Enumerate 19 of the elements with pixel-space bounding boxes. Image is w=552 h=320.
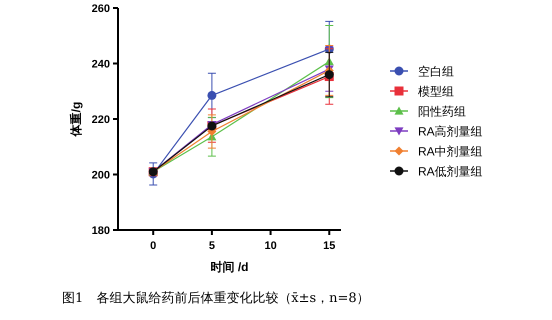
legend-label: RA高剂量组 [418,124,483,138]
x-tick-label: 10 [264,240,277,252]
caption: 图1 各组大鼠给药前后体重变化比较（x̄±s，n=8） [62,291,370,306]
x-tick-label: 5 [208,240,215,252]
legend-label: 模型组 [418,84,454,98]
legend-label: RA中剂量组 [418,144,483,158]
x-tick-label: 0 [150,240,156,252]
legend-label: RA低剂量组 [418,164,483,178]
x-tick-label: 15 [323,240,336,252]
y-tick-label: 180 [92,225,110,237]
y-tick-label: 200 [92,170,110,182]
y-tick-label: 220 [92,114,110,126]
y-tick-label: 240 [92,58,110,70]
legend-label: 阳性药组 [418,104,466,118]
point [207,90,216,100]
y-axis-title: 体重/g [69,102,83,138]
legend-label: 空白组 [418,64,454,78]
y-tick-label: 260 [92,3,110,15]
x-axis-title: 时间 /d [210,260,248,274]
